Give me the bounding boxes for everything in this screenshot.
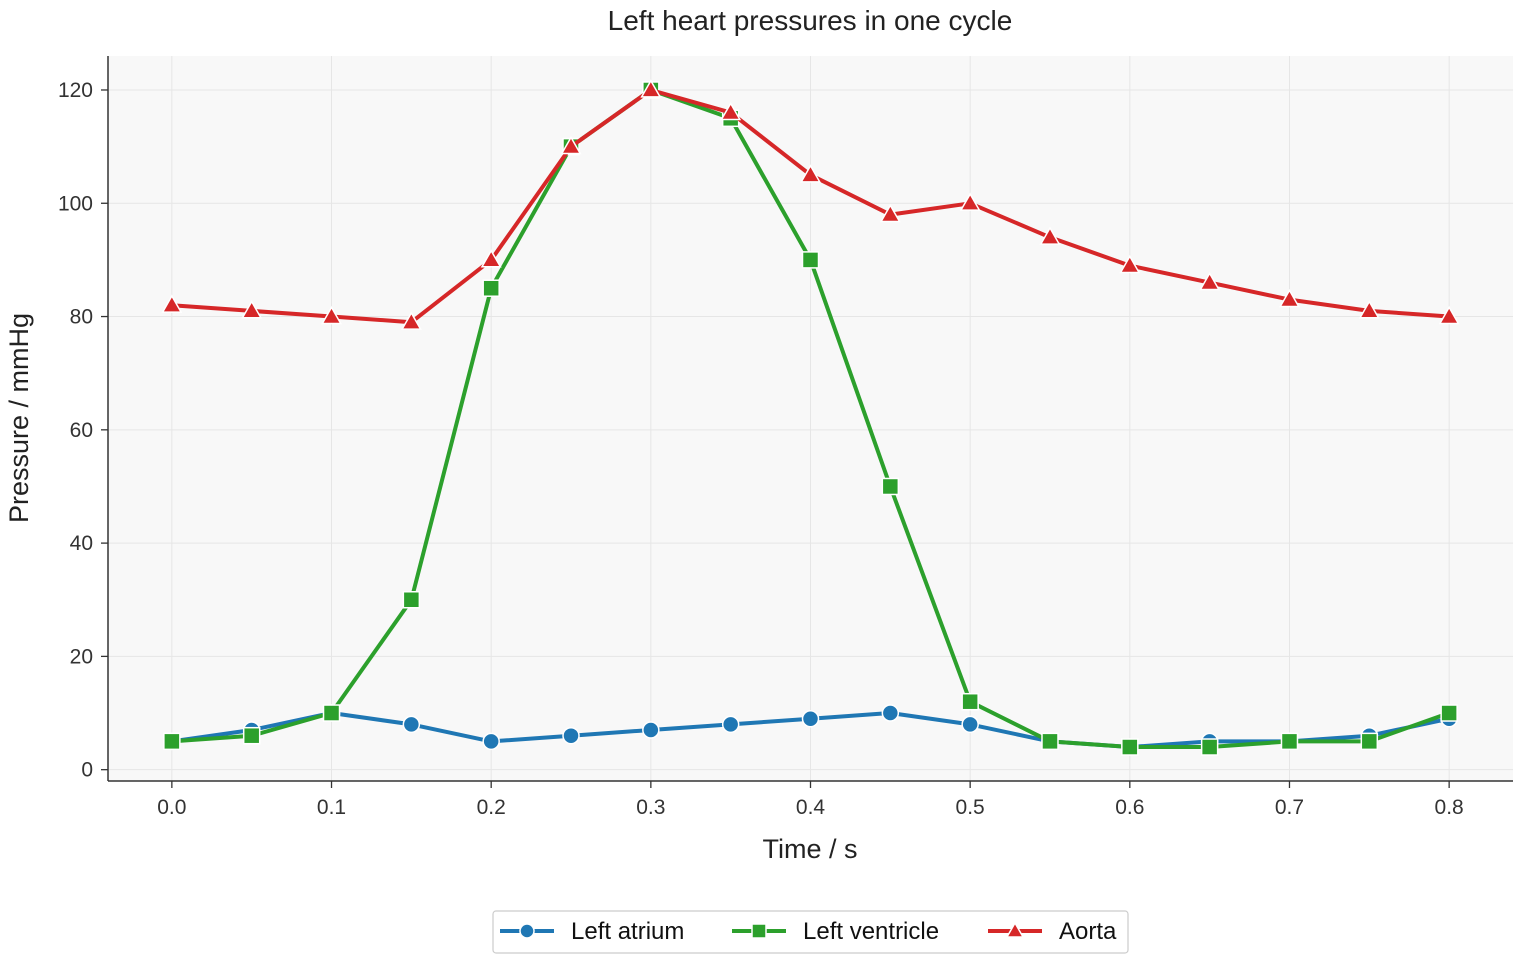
data-point-aorta bbox=[1358, 300, 1380, 319]
data-point-left-ventricle bbox=[402, 591, 421, 609]
legend-item-aorta: Aorta bbox=[988, 918, 1117, 945]
legend-item-left-atrium: Left atrium bbox=[500, 918, 684, 945]
legend: Left atrium Left ventricle Aorta bbox=[492, 910, 1129, 954]
legend-label: Aorta bbox=[1059, 918, 1117, 945]
axis-ticks: 0.0 0.1 0.2 0.3 0.4 0.5 0.6 0.7 0.8 0 20 40 60 80 100 1… bbox=[58, 79, 1464, 819]
data-point-aorta bbox=[1119, 254, 1141, 274]
grid-lines bbox=[108, 56, 1513, 781]
x-tick-label: 0.3 bbox=[636, 796, 665, 819]
chart-title: Left heart pressures in one cycle bbox=[608, 5, 1013, 36]
legend-label: Left atrium bbox=[571, 918, 684, 945]
data-point-left-ventricle bbox=[881, 477, 900, 496]
data-point-aorta bbox=[1039, 226, 1061, 245]
data-point-aorta bbox=[1438, 305, 1460, 325]
legend-frame bbox=[492, 910, 1129, 954]
data-point-left-atrium bbox=[482, 732, 500, 751]
data-point-aorta bbox=[480, 249, 502, 268]
x-tick-label: 0.0 bbox=[157, 796, 186, 819]
y-tick-label: 100 bbox=[58, 192, 93, 215]
data-point-left-atrium bbox=[801, 709, 820, 728]
data-point-left-ventricle bbox=[961, 692, 979, 711]
data-point-left-ventricle bbox=[1360, 732, 1379, 751]
data-point-aorta bbox=[640, 79, 662, 98]
series-aorta bbox=[161, 79, 1460, 330]
data-point-left-atrium bbox=[402, 715, 421, 734]
data-point-aorta bbox=[400, 311, 422, 330]
data-point-aorta bbox=[1278, 288, 1300, 308]
y-tick-label: 0 bbox=[81, 759, 93, 782]
data-point-left-ventricle bbox=[1200, 738, 1219, 756]
x-tick-label: 0.1 bbox=[317, 796, 346, 819]
x-tick-label: 0.6 bbox=[1115, 796, 1144, 819]
x-tick-label: 0.2 bbox=[477, 796, 506, 819]
x-axis-title: Time / s bbox=[762, 834, 857, 864]
legend-swatch-marker bbox=[1005, 921, 1025, 938]
data-point-left-ventricle bbox=[1280, 732, 1299, 751]
data-point-aorta bbox=[321, 305, 343, 325]
data-point-aorta bbox=[1199, 271, 1221, 291]
legend-swatch-marker bbox=[751, 923, 767, 939]
series-left-ventricle bbox=[163, 81, 1458, 756]
data-point-aorta bbox=[241, 300, 263, 319]
x-tick-label: 0.4 bbox=[796, 796, 826, 819]
y-tick-label: 60 bbox=[70, 419, 93, 442]
x-tick-label: 0.7 bbox=[1275, 796, 1304, 819]
data-point-left-ventricle bbox=[482, 279, 500, 297]
data-point-aorta bbox=[959, 192, 981, 211]
y-tick-label: 120 bbox=[58, 79, 93, 102]
data-point-left-ventricle bbox=[322, 704, 341, 722]
data-point-left-atrium bbox=[881, 704, 900, 722]
data-point-left-ventricle bbox=[242, 726, 261, 745]
data-point-aorta bbox=[161, 294, 183, 313]
series-layer bbox=[161, 79, 1460, 756]
data-point-aorta bbox=[800, 164, 821, 183]
x-tick-label: 0.5 bbox=[956, 796, 985, 819]
y-axis-title: Pressure / mmHg bbox=[4, 313, 34, 523]
data-point-left-atrium bbox=[562, 726, 580, 745]
data-point-left-ventricle bbox=[1041, 732, 1059, 751]
data-point-left-atrium bbox=[721, 715, 740, 734]
data-point-left-atrium bbox=[642, 721, 660, 739]
data-point-aorta bbox=[560, 135, 582, 155]
legend-label: Left ventricle bbox=[803, 918, 939, 945]
y-tick-label: 40 bbox=[70, 532, 93, 555]
data-point-left-ventricle bbox=[1121, 738, 1139, 756]
y-tick-label: 80 bbox=[70, 306, 93, 329]
data-point-left-ventricle bbox=[1440, 704, 1458, 722]
data-point-left-atrium bbox=[961, 715, 979, 734]
data-point-left-ventricle bbox=[163, 732, 181, 751]
legend-item-left-ventricle: Left ventricle bbox=[732, 918, 939, 945]
legend-swatch-marker bbox=[519, 923, 535, 939]
data-point-aorta bbox=[879, 203, 901, 223]
y-tick-label: 20 bbox=[70, 645, 93, 668]
data-point-aorta bbox=[720, 101, 742, 121]
x-tick-label: 0.8 bbox=[1435, 796, 1464, 819]
data-point-left-ventricle bbox=[801, 251, 820, 269]
